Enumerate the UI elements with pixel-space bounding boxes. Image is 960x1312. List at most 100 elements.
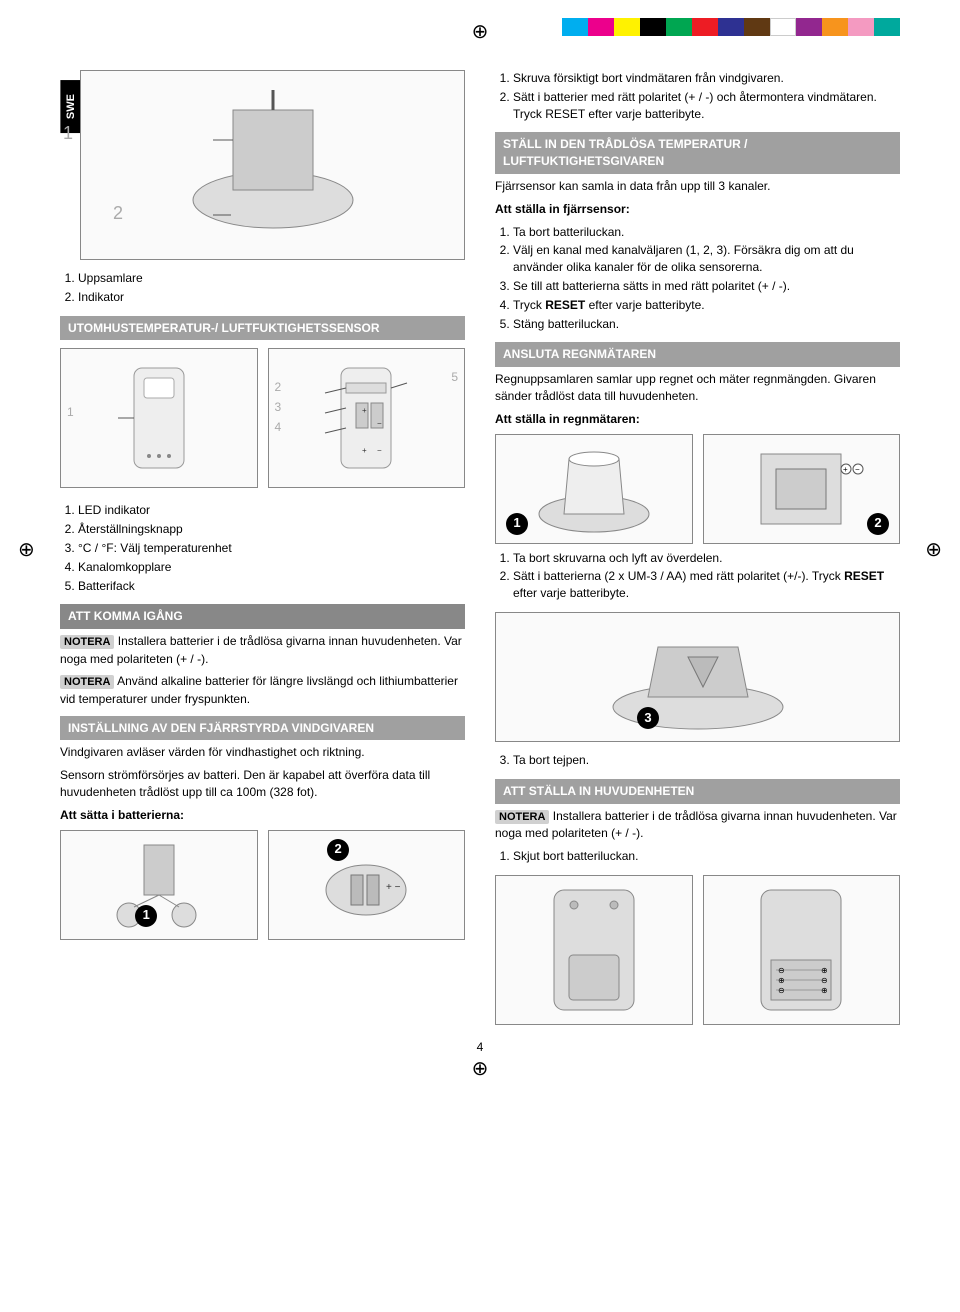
device-illustration-icon	[84, 835, 234, 935]
wind-collector-diagram: 1 2	[80, 70, 465, 260]
note-badge: NOTERA	[60, 635, 114, 649]
diagram-label: 3	[275, 399, 282, 416]
rain-diagram-row-1: 1 2 + −	[495, 434, 900, 544]
svg-text:⊖: ⊖	[778, 966, 785, 975]
sensor-legend-list: LED indikator Återställningsknapp °C / °…	[78, 502, 465, 594]
diagram-label: 5	[451, 369, 458, 386]
page-number: 4	[477, 1039, 484, 1056]
remote-sensor-steps: Ta bort batteriluckan. Välj en kanal med…	[513, 224, 900, 333]
diagram-label: 4	[275, 419, 282, 436]
note-badge: NOTERA	[60, 675, 114, 689]
left-column: 1 2 Uppsamlare Indikator UTOMHUSTEMPERAT…	[60, 70, 465, 1031]
list-item: Välj en kanal med kanalväljaren (1, 2, 3…	[513, 242, 900, 276]
section-header-temp-setup: STÄLL IN DEN TRÅDLÖSA TEMPERATUR / LUFTF…	[495, 132, 900, 174]
note-text: Installera batterier i de trådlösa givar…	[60, 634, 462, 665]
svg-text:−: −	[377, 446, 382, 455]
body-text: Regnuppsamlaren samlar upp regnet och mä…	[495, 371, 900, 405]
list-item: Se till att batterierna sätts in med rät…	[513, 278, 900, 295]
device-illustration-icon	[173, 80, 373, 250]
device-illustration-icon: + −	[291, 835, 441, 935]
list-item: Ta bort batteriluckan.	[513, 224, 900, 241]
step-number-badge: 2	[867, 513, 889, 535]
note-text: Använd alkaline batterier för längre liv…	[60, 674, 458, 705]
list-item: °C / °F: Välj temperaturenhet	[78, 540, 465, 557]
list-item: Skjut bort batteriluckan.	[513, 848, 900, 865]
print-color-bar	[562, 18, 900, 36]
main-unit-diagram-row: ⊖⊕ ⊕⊖ ⊖⊕	[495, 875, 900, 1025]
step-number-badge: 3	[637, 707, 659, 729]
device-illustration-icon	[519, 880, 669, 1020]
body-text: Fjärrsensor kan samla in data från upp t…	[495, 178, 900, 195]
wind-step2-diagram: 2 + −	[268, 830, 466, 940]
list-item: Sätt i batterierna (2 x UM-3 / AA) med r…	[513, 568, 900, 602]
section-header-getting-started: ATT KOMMA IGÅNG	[60, 604, 465, 629]
list-item: Stäng batteriluckan.	[513, 316, 900, 333]
section-header-main-unit: ATT STÄLLA IN HUVUDENHETEN	[495, 779, 900, 804]
list-item: Tryck RESET efter varje batteribyte.	[513, 297, 900, 314]
section-header-rain-connect: ANSLUTA REGNMÄTAREN	[495, 342, 900, 367]
main-unit-steps: Skjut bort batteriluckan.	[513, 848, 900, 865]
rain-steps-1: Ta bort skruvarna och lyft av överdelen.…	[513, 550, 900, 602]
svg-text:+ −: + −	[386, 882, 401, 893]
list-item: Skruva försiktigt bort vindmätaren från …	[513, 70, 900, 87]
step-number-badge: 1	[506, 513, 528, 535]
device-illustration-icon	[578, 617, 818, 737]
svg-text:⊖: ⊖	[821, 976, 828, 985]
subheading: Att ställa in fjärrsensor:	[495, 201, 900, 218]
list-item: Återställningsknapp	[78, 521, 465, 538]
registration-mark-icon: ⊕	[18, 536, 35, 564]
list-item: Indikator	[78, 289, 465, 306]
sensor-front-diagram: 1	[60, 348, 258, 488]
device-illustration-icon: + −	[726, 439, 876, 539]
section-header-wind-setup: INSTÄLLNING AV DEN FJÄRRSTYRDA VINDGIVAR…	[60, 716, 465, 741]
body-text: Sensorn strömförsörjes av batteri. Den ä…	[60, 767, 465, 801]
rain-step3-diagram: 3	[495, 612, 900, 742]
device-illustration-icon	[519, 439, 669, 539]
wind-battery-diagram-row: 1 2 + −	[60, 830, 465, 940]
main-unit-back-diagram	[495, 875, 693, 1025]
svg-text:−: −	[855, 465, 860, 474]
note-paragraph: NOTERA Installera batterier i de trådlös…	[60, 633, 465, 667]
sensor-diagram-row: 1 2 3 4 5 + − + −	[60, 348, 465, 488]
device-illustration-icon	[104, 358, 214, 478]
list-item: LED indikator	[78, 502, 465, 519]
main-unit-battery-diagram: ⊖⊕ ⊕⊖ ⊖⊕	[703, 875, 901, 1025]
subheading: Att ställa in regnmätaren:	[495, 411, 900, 428]
diagram-label: 2	[275, 379, 282, 396]
body-text: Vindgivaren avläser värden för vindhasti…	[60, 744, 465, 761]
note-paragraph: NOTERA Installera batterier i de trådlös…	[495, 808, 900, 842]
svg-text:+: +	[362, 446, 367, 455]
device-illustration-icon: + − + −	[311, 358, 421, 478]
svg-text:⊕: ⊕	[821, 966, 828, 975]
list-item: Uppsamlare	[78, 270, 465, 287]
svg-text:+: +	[362, 406, 367, 415]
rain-step1-diagram: 1	[495, 434, 693, 544]
section-header-outdoor-sensor: UTOMHUSTEMPERATUR-/ LUFTFUKTIGHETSSENSOR	[60, 316, 465, 341]
rain-steps-2: Ta bort tejpen.	[513, 752, 900, 769]
diagram-label: 2	[113, 201, 123, 226]
sensor-back-diagram: 2 3 4 5 + − + −	[268, 348, 466, 488]
list-item: Ta bort tejpen.	[513, 752, 900, 769]
right-column: Skruva försiktigt bort vindmätaren från …	[495, 70, 900, 1031]
note-text: Installera batterier i de trådlösa givar…	[495, 809, 897, 840]
collector-legend-list: Uppsamlare Indikator	[78, 270, 465, 306]
note-badge: NOTERA	[495, 810, 549, 824]
registration-mark-icon: ⊕	[472, 18, 489, 46]
note-paragraph: NOTERA Använd alkaline batterier för län…	[60, 673, 465, 707]
step-number-badge: 2	[327, 839, 349, 861]
rain-step2-diagram: 2 + −	[703, 434, 901, 544]
list-item: Ta bort skruvarna och lyft av överdelen.	[513, 550, 900, 567]
svg-text:⊕: ⊕	[821, 986, 828, 995]
wind-reset-steps: Skruva försiktigt bort vindmätaren från …	[513, 70, 900, 122]
registration-mark-icon: ⊕	[925, 536, 942, 564]
svg-text:+: +	[843, 465, 848, 474]
registration-mark-icon: ⊕	[472, 1055, 489, 1083]
step-number-badge: 1	[135, 905, 157, 927]
wind-step1-diagram: 1	[60, 830, 258, 940]
svg-text:−: −	[377, 419, 382, 428]
list-item: Batterifack	[78, 578, 465, 595]
diagram-label: 1	[67, 404, 74, 421]
svg-text:⊖: ⊖	[778, 986, 785, 995]
svg-text:⊕: ⊕	[778, 976, 785, 985]
subheading: Att sätta i batterierna:	[60, 807, 465, 824]
